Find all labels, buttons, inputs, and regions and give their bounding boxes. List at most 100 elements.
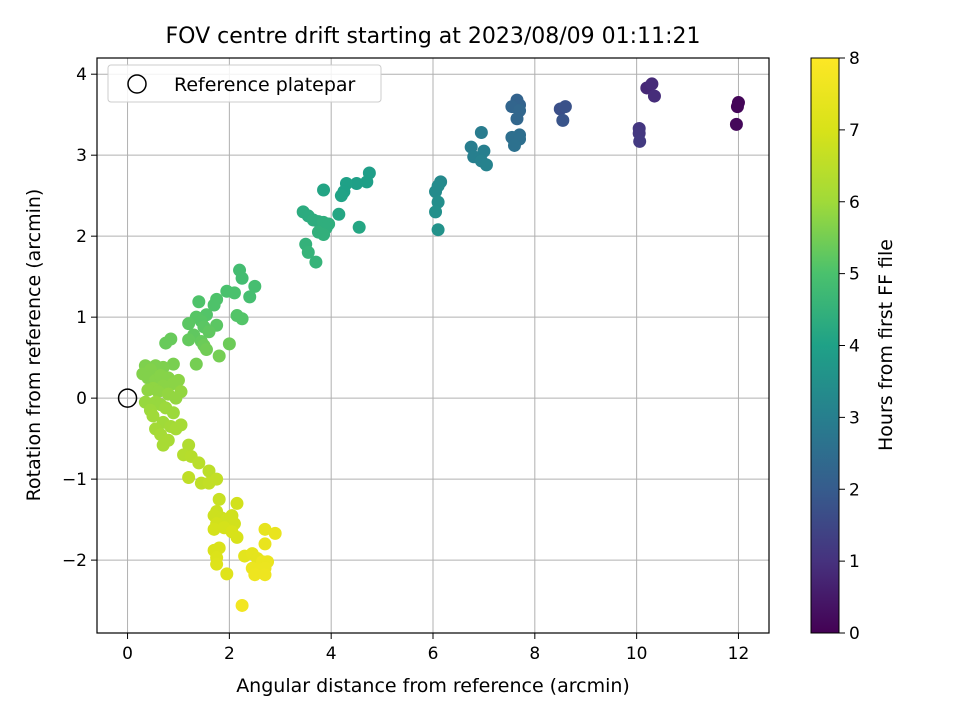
data-point: [182, 333, 196, 347]
x-tick-label: 10: [626, 644, 648, 664]
data-point: [182, 317, 196, 331]
data-point: [429, 205, 443, 219]
data-point: [268, 526, 282, 540]
data-point: [317, 183, 331, 197]
data-point: [317, 228, 331, 242]
colorbar-gradient: [810, 57, 840, 634]
data-point: [350, 177, 364, 191]
colorbar-tick-label: 0: [849, 624, 860, 644]
data-point: [189, 357, 203, 371]
x-tick-label: 8: [529, 644, 540, 664]
data-point: [210, 557, 224, 571]
colorbar-tick-label: 7: [849, 121, 860, 141]
data-point: [202, 464, 216, 478]
data-point: [169, 422, 183, 436]
data-point: [431, 223, 445, 237]
x-tick-label: 6: [428, 644, 439, 664]
data-point: [199, 343, 213, 357]
data-point: [507, 138, 521, 152]
data-point: [227, 286, 241, 300]
data-point: [141, 383, 155, 397]
y-tick-label: −2: [62, 551, 87, 571]
x-tick-label: 4: [326, 644, 337, 664]
chart-title: FOV centre drift starting at 2023/08/09 …: [166, 24, 701, 49]
data-point: [235, 598, 249, 612]
data-point: [192, 456, 206, 470]
data-point: [166, 357, 180, 371]
data-point: [230, 530, 244, 544]
data-point: [169, 391, 183, 405]
legend-box: [107, 64, 382, 103]
data-point: [159, 336, 173, 350]
data-point: [332, 207, 346, 221]
data-point: [258, 522, 272, 536]
data-point: [645, 77, 659, 91]
x-ticks: 0 2 4 6 8 10 12: [122, 633, 749, 664]
data-point: [166, 406, 180, 420]
colorbar-tick-label: 2: [849, 480, 860, 500]
data-point: [431, 195, 445, 209]
data-point: [243, 290, 257, 304]
data-point: [156, 438, 170, 452]
data-point: [182, 471, 196, 485]
data-point: [479, 158, 493, 172]
y-tick-label: 4: [76, 65, 87, 85]
data-point: [235, 312, 249, 326]
data-point: [182, 438, 196, 452]
data-point: [474, 126, 488, 140]
data-point: [258, 568, 272, 582]
colorbar-tick-label: 3: [849, 408, 860, 428]
legend-marker: [127, 74, 147, 94]
data-point: [352, 220, 366, 234]
colorbar: 0 1 2 3 4 5 6 7 8 Hours from first FF file: [810, 49, 897, 644]
data-point: [248, 279, 262, 293]
data-point: [212, 492, 226, 506]
data-point: [192, 295, 206, 309]
data-point: [309, 255, 323, 269]
data-point: [166, 377, 180, 391]
data-point: [647, 89, 661, 103]
data-point: [558, 100, 572, 114]
data-point: [207, 298, 221, 312]
colorbar-ticks: 0 1 2 3 4 5 6 7 8: [839, 49, 860, 644]
data-point: [301, 245, 315, 259]
y-axis-label: Rotation from reference (arcmin): [23, 189, 45, 502]
data-point: [334, 189, 348, 203]
data-point: [222, 337, 236, 351]
colorbar-tick-label: 6: [849, 193, 860, 213]
data-point: [146, 409, 160, 423]
data-point: [235, 271, 249, 285]
data-point: [729, 117, 743, 131]
y-tick-label: 1: [76, 308, 87, 328]
data-point: [210, 472, 224, 486]
data-point: [151, 385, 165, 399]
x-tick-label: 12: [728, 644, 750, 664]
data-point: [248, 568, 262, 582]
colorbar-label: Hours from first FF file: [875, 239, 897, 451]
data-point: [258, 537, 272, 551]
data-point: [207, 522, 221, 536]
y-tick-label: 3: [76, 146, 87, 166]
y-tick-label: 0: [76, 389, 87, 409]
colorbar-tick-label: 8: [849, 49, 860, 69]
legend: Reference platepar: [107, 64, 382, 103]
x-tick-label: 0: [122, 644, 133, 664]
y-ticks: −2 −1 0 1 2 3 4: [62, 65, 97, 571]
data-point: [464, 140, 478, 154]
colorbar-tick-label: 5: [849, 265, 860, 285]
data-point: [556, 113, 570, 127]
data-point: [429, 185, 443, 199]
legend-label: Reference platepar: [174, 74, 356, 96]
data-points: [136, 77, 745, 612]
data-point: [510, 112, 524, 126]
y-tick-label: −1: [62, 470, 87, 490]
data-point: [360, 175, 374, 189]
data-point: [633, 134, 647, 148]
data-point: [220, 567, 234, 581]
reference-marker: [117, 388, 138, 408]
y-tick-label: 2: [76, 227, 87, 247]
x-tick-label: 2: [224, 644, 235, 664]
data-point: [230, 496, 244, 510]
colorbar-tick-label: 4: [849, 337, 860, 357]
